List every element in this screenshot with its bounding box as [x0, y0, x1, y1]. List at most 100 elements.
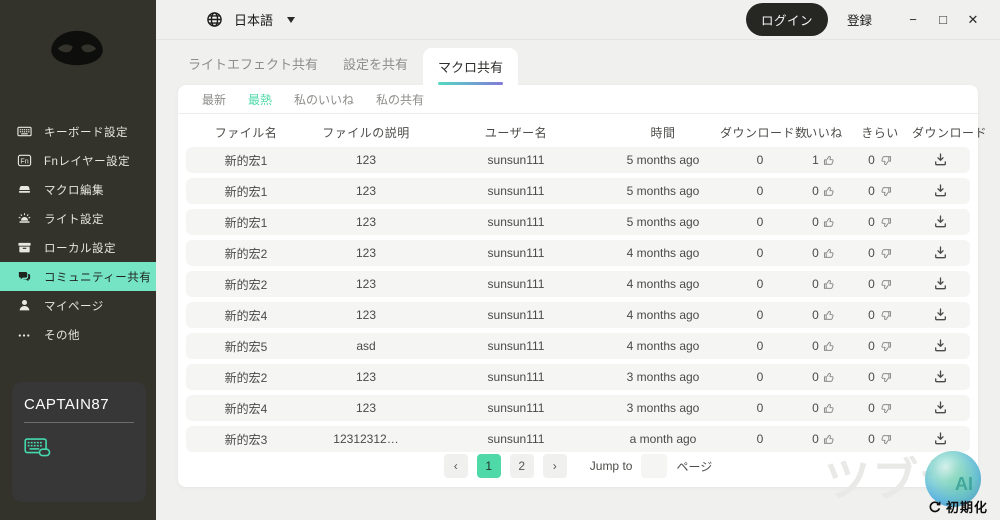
language-label: 日本語	[234, 13, 274, 28]
keyboard-icon	[17, 124, 32, 139]
sidebar-item-local-settings[interactable]: ローカル設定	[0, 233, 156, 262]
like-count: 0	[812, 277, 819, 291]
login-button[interactable]: ログイン	[745, 3, 828, 36]
table-row[interactable]: 新的宏2 123 sunsun111 4 months ago 0 0 0	[186, 271, 970, 297]
download-button[interactable]	[931, 181, 950, 200]
thumb-down-icon[interactable]	[879, 340, 892, 353]
table-row[interactable]: 新的宏2 123 sunsun111 3 months ago 0 0 0	[186, 364, 970, 390]
dislike-cell: 0	[848, 215, 912, 229]
sidebar-item-fn-layer-settings[interactable]: Fn Fnレイヤー設定	[0, 146, 156, 175]
download-button[interactable]	[931, 429, 950, 448]
download-button[interactable]	[931, 274, 950, 293]
thumb-up-icon[interactable]	[823, 154, 836, 167]
like-cell: 0	[800, 339, 848, 353]
dislike-cell: 0	[848, 339, 912, 353]
download-cell	[912, 212, 968, 232]
sidebar-item-others[interactable]: その他	[0, 320, 156, 349]
user-name-cell: sunsun111	[487, 246, 545, 260]
thumb-down-icon[interactable]	[879, 371, 892, 384]
table-row[interactable]: 新的宏2 123 sunsun111 4 months ago 0 0 0	[186, 240, 970, 266]
download-cell	[912, 336, 968, 356]
download-button[interactable]	[931, 243, 950, 262]
table-row[interactable]: 新的宏5 asd sunsun111 4 months ago 0 0 0	[186, 333, 970, 359]
thumb-down-icon[interactable]	[879, 247, 892, 260]
table-row[interactable]: 新的宏4 123 sunsun111 3 months ago 0 0 0	[186, 395, 970, 421]
download-cell	[912, 367, 968, 387]
table-row[interactable]: 新的宏1 123 sunsun111 5 months ago 0 0 0	[186, 178, 970, 204]
subtab-1[interactable]: 最熱	[248, 92, 273, 107]
table-row[interactable]: 新的宏1 123 sunsun111 5 months ago 0 1 0	[186, 147, 970, 173]
thumb-up-icon[interactable]	[823, 433, 836, 446]
reset-control[interactable]: 初期化	[928, 497, 988, 516]
content-card: 最新 最熱 私のいいね 私の共有 ファイル名 ファイルの説明 ユーザー名 時間 ダウンロード数…	[178, 85, 987, 487]
column-header: いいね	[805, 126, 843, 140]
user-name-cell: sunsun111	[487, 339, 545, 353]
jump-to-page-input[interactable]	[641, 454, 668, 478]
like-count: 0	[812, 339, 819, 353]
thumb-down-icon[interactable]	[879, 154, 892, 167]
download-button[interactable]	[931, 305, 950, 324]
watermark-sphere-logo: AI	[925, 451, 981, 507]
page-button-2[interactable]: 2	[509, 454, 534, 478]
language-selector[interactable]: 日本語	[206, 10, 296, 29]
subtab-2[interactable]: 私のいいね	[294, 92, 355, 107]
dislike-count: 0	[868, 277, 875, 291]
like-count: 0	[812, 215, 819, 229]
chevron-down-icon	[287, 16, 296, 23]
thumb-down-icon[interactable]	[879, 402, 892, 415]
like-cell: 0	[800, 370, 848, 384]
sidebar-item-keyboard-settings[interactable]: キーボード設定	[0, 117, 156, 146]
download-button[interactable]	[931, 367, 950, 386]
dislike-cell: 0	[848, 308, 912, 322]
sidebar-item-my-page[interactable]: マイページ	[0, 291, 156, 320]
download-cell	[912, 429, 968, 449]
next-page-button[interactable]: ›	[542, 454, 567, 478]
sidebar-item-macro-edit[interactable]: マクロ編集	[0, 175, 156, 204]
sidebar-item-label: Fnレイヤー設定	[44, 155, 131, 168]
thumb-up-icon[interactable]	[823, 247, 836, 260]
file-name-cell: 新的宏1	[224, 215, 268, 230]
sidebar-item-light-settings[interactable]: ライト設定	[0, 204, 156, 233]
maximize-button[interactable]: □	[939, 12, 947, 27]
subtab-0[interactable]: 最新	[202, 92, 227, 107]
page-button-1[interactable]: 1	[476, 454, 501, 478]
download-button[interactable]	[931, 398, 950, 417]
jump-to-label: Jump to	[589, 459, 633, 473]
dislike-count: 0	[868, 370, 875, 384]
thumb-down-icon[interactable]	[879, 216, 892, 229]
tab-1[interactable]: 設定を共有	[333, 45, 423, 85]
thumb-up-icon[interactable]	[823, 185, 836, 198]
table-row[interactable]: 新的宏4 123 sunsun111 4 months ago 0 0 0	[186, 302, 970, 328]
thumb-up-icon[interactable]	[823, 340, 836, 353]
subtab-3[interactable]: 私の共有	[376, 92, 425, 107]
table-row[interactable]: 新的宏1 123 sunsun111 5 months ago 0 0 0	[186, 209, 970, 235]
register-button[interactable]: 登録	[846, 14, 872, 28]
thumb-down-icon[interactable]	[879, 433, 892, 446]
download-cell	[912, 398, 968, 418]
connected-keyboard-icon	[24, 437, 134, 462]
download-button[interactable]	[931, 150, 950, 169]
thumb-down-icon[interactable]	[879, 278, 892, 291]
close-button[interactable]: ✕	[967, 11, 979, 27]
minimize-button[interactable]: −	[909, 12, 917, 27]
like-cell: 0	[800, 246, 848, 260]
tab-0[interactable]: ライトエフェクト共有	[178, 45, 333, 85]
download-button[interactable]	[931, 336, 950, 355]
table-row[interactable]: 新的宏3 12312312… sunsun111 a month ago 0 0 0	[186, 426, 970, 452]
previous-page-button[interactable]: ‹	[443, 454, 468, 478]
download-button[interactable]	[931, 212, 950, 231]
time-cell: 3 months ago	[626, 370, 700, 384]
thumb-up-icon[interactable]	[823, 216, 836, 229]
thumb-down-icon[interactable]	[879, 185, 892, 198]
dislike-count: 0	[868, 184, 875, 198]
thumb-up-icon[interactable]	[823, 309, 836, 322]
thumb-down-icon[interactable]	[879, 309, 892, 322]
thumb-up-icon[interactable]	[823, 402, 836, 415]
thumb-up-icon[interactable]	[823, 278, 836, 291]
file-description-cell: 123	[355, 370, 377, 384]
sidebar-item-community-share[interactable]: コミュニティー共有	[0, 262, 156, 291]
tab-2[interactable]: マクロ共有	[423, 47, 519, 85]
thumb-up-icon[interactable]	[823, 371, 836, 384]
file-description-cell: 123	[355, 153, 377, 167]
